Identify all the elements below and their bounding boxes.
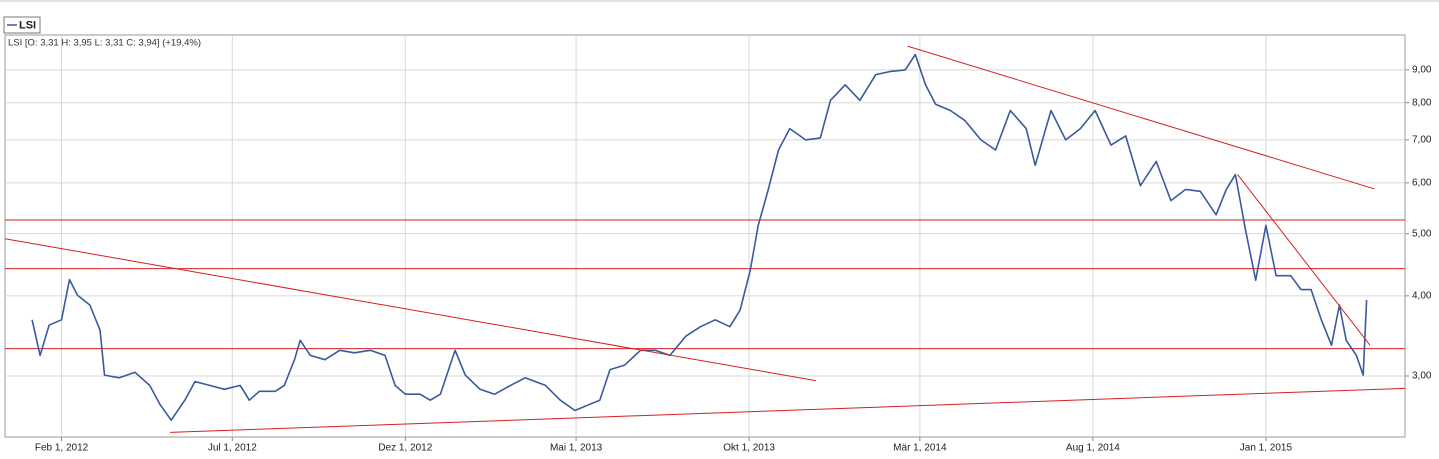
legend-label: LSI <box>19 19 36 31</box>
trend-line <box>170 387 1406 433</box>
x-tick-label: Mär 1, 2014 <box>893 443 947 454</box>
plot-border <box>4 34 1406 438</box>
y-tick-label: 3,00 <box>1412 371 1432 382</box>
y-tick-label: 6,00 <box>1412 177 1432 188</box>
y-tick-label: 8,00 <box>1412 97 1432 108</box>
ohlc-info: LSI [O: 3,31 H: 3,95 L: 3,31 C: 3,94] (+… <box>8 38 201 49</box>
x-tick-label: Jul 1, 2012 <box>208 443 257 454</box>
trend-line <box>1237 174 1371 346</box>
y-tick-label: 5,00 <box>1412 228 1432 239</box>
x-tick-label: Mai 1, 2013 <box>550 443 603 454</box>
legend-box <box>3 16 41 34</box>
x-tick-label: Dez 1, 2012 <box>378 443 432 454</box>
y-tick-label: 9,00 <box>1412 65 1432 76</box>
price-line <box>31 53 1368 421</box>
x-tick-label: Feb 1, 2012 <box>35 443 89 454</box>
x-tick-label: Aug 1, 2014 <box>1066 443 1120 454</box>
trend-line <box>4 238 816 382</box>
x-tick-label: Okt 1, 2013 <box>723 443 775 454</box>
y-tick-label: 7,00 <box>1412 135 1432 146</box>
y-tick-label: 4,00 <box>1412 290 1432 301</box>
trend-line <box>907 45 1375 190</box>
x-tick-label: Jan 1, 2015 <box>1240 443 1293 454</box>
